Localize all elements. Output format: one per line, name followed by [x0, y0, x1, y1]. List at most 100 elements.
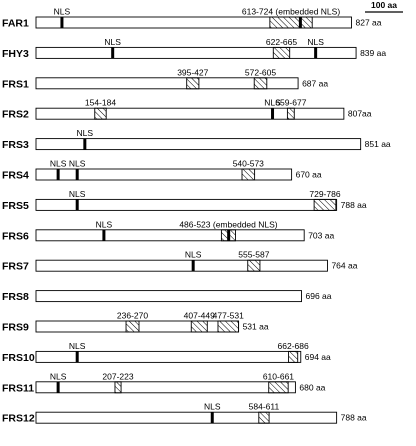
nls-mark — [75, 351, 79, 363]
protein-bar — [35, 46, 357, 59]
domain-box — [125, 320, 140, 333]
nls-mark — [75, 169, 79, 180]
protein-row: FRS3 NLS 851 aa — [2, 128, 391, 151]
nls-label: NLS — [69, 159, 86, 169]
protein-row: FRS8 696 aa — [2, 290, 332, 303]
protein-row: FRS11 207-223 610-661 NLS 680 aa — [2, 371, 326, 394]
protein-name: FHY3 — [2, 48, 29, 60]
nls-mark — [210, 412, 214, 424]
nls-label: NLS — [69, 189, 86, 199]
domain-label: 622-665 — [266, 37, 297, 47]
domain-box — [258, 411, 270, 424]
protein-bar — [35, 290, 302, 303]
nls-mark — [191, 260, 195, 272]
protein-length-label: 788 aa — [341, 413, 367, 423]
domain-label: 486-523 (embedded NLS) — [179, 219, 277, 229]
protein-name: FRS2 — [2, 109, 29, 121]
protein-row: FRS4 540-573 NLS NLS 670 aa — [2, 159, 322, 182]
domain-box — [313, 198, 337, 211]
domain-box — [268, 381, 289, 394]
protein-bar — [35, 198, 338, 211]
protein-bar — [35, 138, 362, 151]
protein-length-label: 694 aa — [305, 352, 331, 362]
nls-label: NLS — [185, 250, 202, 260]
nls-label: NLS — [50, 371, 67, 381]
protein-row: FRS12 584-611 NLS 788 aa — [2, 402, 367, 425]
protein-name: FRS10 — [2, 352, 35, 364]
domain-box — [269, 16, 313, 29]
nls-label: NLS — [204, 402, 221, 412]
protein-name: FRS11 — [2, 382, 34, 394]
domain-box — [94, 107, 107, 120]
domain-box — [217, 320, 240, 333]
domain-label: 613-724 (embedded NLS) — [242, 7, 340, 17]
protein-length-label: 531 aa — [243, 322, 269, 332]
scale-bar-label: 100 aa — [371, 0, 397, 10]
protein-name: FRS7 — [2, 261, 29, 273]
nls-label: NLS — [54, 7, 71, 17]
protein-name: FRS8 — [2, 291, 29, 303]
nls-label: NLS — [69, 341, 86, 351]
nls-label: NLS — [104, 37, 121, 47]
domain-box — [253, 77, 268, 90]
domain-label: 610-661 — [263, 371, 294, 381]
scale-bar: 100 aa — [365, 0, 403, 13]
protein-row: FRS1 395-427 572-605 687 aa — [2, 67, 328, 90]
protein-row: FHY3 622-665 NLS NLS 839 aa — [2, 37, 386, 60]
domain-box — [288, 350, 299, 363]
nls-mark — [60, 17, 64, 28]
protein-row: FRS7 555-587 NLS 764 aa — [2, 250, 358, 273]
protein-length-label: 670 aa — [296, 170, 322, 180]
protein-length-label: 827 aa — [356, 18, 382, 28]
nls-label: NLS — [96, 219, 113, 229]
nls-mark — [314, 47, 318, 59]
protein-bar — [35, 229, 305, 242]
domain-label: 207-223 — [102, 371, 133, 381]
protein-bar — [35, 16, 352, 29]
protein-length-label: 680 aa — [299, 382, 325, 392]
protein-name: FRS12 — [2, 413, 35, 425]
protein-length-label: 851 aa — [365, 139, 391, 149]
domain-box — [286, 107, 295, 120]
protein-name: FAR1 — [2, 18, 29, 30]
domain-label: 729-786 — [309, 189, 340, 199]
domain-label: 236-270 — [117, 311, 148, 321]
nls-mark — [56, 169, 60, 180]
nls-label: NLS — [307, 37, 324, 47]
domain-label: 395-427 — [177, 67, 208, 77]
protein-bar — [35, 350, 302, 363]
protein-name: FRS6 — [2, 230, 29, 242]
nls-mark — [56, 381, 60, 393]
domain-box — [241, 168, 256, 181]
domain-box — [190, 320, 208, 333]
protein-row: FRS5 729-786 NLS 788 aa — [2, 189, 367, 212]
nls-label: NLS — [50, 159, 67, 169]
nls-label: NLS — [264, 98, 281, 108]
protein-length-label: 839 aa — [360, 48, 386, 58]
nls-mark — [271, 108, 275, 120]
domain-label: 477-531 — [213, 311, 244, 321]
protein-length-label: 687 aa — [302, 78, 328, 88]
protein-bar — [35, 259, 328, 272]
domain-box — [114, 381, 122, 394]
protein-name: FRS3 — [2, 139, 29, 151]
protein-name: FRS4 — [2, 170, 29, 182]
embedded-nls-mark — [298, 17, 302, 28]
nls-mark — [102, 229, 106, 241]
domain-label: 555-587 — [238, 250, 269, 260]
domain-box — [186, 77, 200, 90]
nls-mark — [75, 199, 79, 211]
domain-label: 662-686 — [278, 341, 309, 351]
protein-row: FRS10 662-686 NLS 694 aa — [2, 341, 331, 364]
nls-label: NLS — [77, 128, 94, 138]
protein-bar — [35, 168, 293, 181]
domain-label: 154-184 — [85, 98, 116, 108]
protein-bar — [35, 411, 338, 424]
nls-mark — [111, 47, 115, 59]
protein-bar — [35, 77, 299, 90]
domain-label: 540-573 — [233, 159, 264, 169]
protein-rows: FAR1 613-724 (embedded NLS) NLS 827 aa FHY3 6… — [2, 7, 391, 425]
domain-label: 572-605 — [245, 67, 276, 77]
